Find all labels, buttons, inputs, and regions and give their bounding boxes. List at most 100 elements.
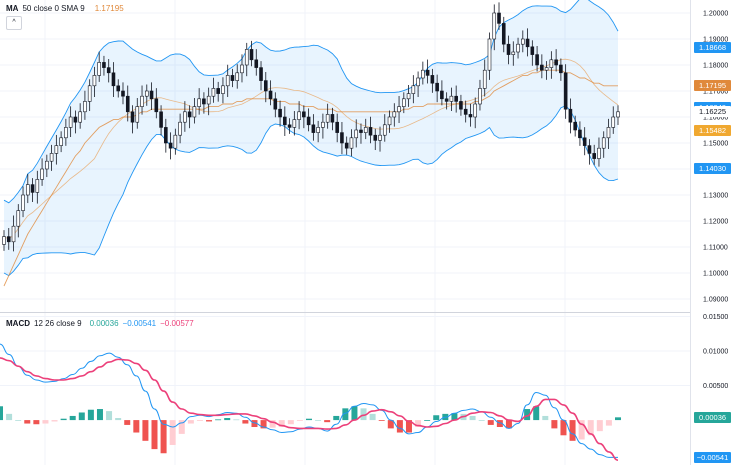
- macd-histogram-bar: [133, 420, 140, 433]
- macd-histogram-bar: [278, 420, 285, 427]
- macd-histogram-bar: [42, 420, 49, 424]
- candle-body: [487, 38, 492, 71]
- macd-histogram-bar: [215, 419, 222, 421]
- candle-body: [216, 88, 220, 94]
- candle-body: [263, 80, 268, 92]
- candle-body: [382, 124, 387, 136]
- macd-histogram-bar: [296, 420, 303, 421]
- macd-histogram-bar: [533, 406, 540, 421]
- candle-body: [268, 90, 273, 100]
- macd-histogram-bar: [24, 420, 31, 424]
- candle-body: [578, 129, 582, 139]
- candle-body: [435, 82, 439, 92]
- macd-axis-tick: 0.00500: [703, 383, 728, 390]
- candle-body: [544, 67, 549, 71]
- candle-body: [78, 111, 82, 123]
- macd-histogram-bar: [178, 420, 185, 434]
- macd-legend-params: 12 26 close 9: [34, 319, 82, 328]
- macd-histogram-bar: [615, 417, 621, 421]
- candle-body: [478, 88, 482, 105]
- price-axis-tick: 1.15000: [703, 141, 728, 148]
- candle-body: [411, 85, 416, 94]
- candle-body: [354, 129, 359, 139]
- candle-body: [211, 88, 216, 97]
- candle-body: [606, 127, 611, 139]
- macd-histogram-bar: [96, 409, 103, 421]
- candle-body: [549, 59, 554, 68]
- price-axis-tick: 1.09000: [703, 297, 728, 304]
- candle-body: [582, 137, 587, 146]
- candle-body: [454, 95, 458, 102]
- macd-histogram-bar: [342, 408, 349, 421]
- ma-legend: MA 50 close 0 SMA 9 1.17195: [6, 4, 124, 13]
- macd-histogram-bar: [369, 413, 376, 421]
- candle-body: [492, 12, 497, 40]
- price-axis-tick: 1.17000: [703, 89, 728, 96]
- candle-body: [183, 111, 187, 123]
- macd-histogram-bar: [15, 420, 22, 421]
- macd-histogram-bar: [578, 420, 585, 440]
- candle-body: [368, 127, 373, 136]
- macd-histogram-bar: [251, 420, 258, 427]
- macd-histogram-bar: [115, 418, 122, 421]
- macd-histogram-bar: [478, 420, 485, 421]
- macd-histogram-bar: [60, 418, 67, 421]
- candle-body: [235, 72, 240, 81]
- candle-body: [601, 137, 606, 149]
- candle-body: [244, 49, 249, 66]
- macd-legend-v1: 0.00036: [89, 319, 119, 328]
- candle-body: [430, 75, 435, 84]
- price-tag: 1.14030: [694, 162, 731, 174]
- macd-histogram-bar: [124, 420, 131, 425]
- candle-body: [45, 160, 49, 170]
- candle-body: [149, 90, 154, 100]
- macd-histogram-bar: [287, 420, 294, 425]
- candle-body: [254, 59, 259, 68]
- candle-body: [387, 116, 392, 126]
- candle-body: [283, 116, 287, 126]
- candle-body: [30, 184, 35, 193]
- price-axis-tick: 1.19000: [703, 37, 728, 44]
- macd-histogram-bar: [333, 415, 340, 421]
- macd-histogram-bar: [596, 420, 603, 432]
- macd-histogram-bar: [242, 420, 249, 424]
- candle-body: [187, 111, 192, 118]
- candle-body: [497, 12, 501, 24]
- macd-histogram-bar: [169, 420, 176, 445]
- price-axis-tick: 1.13000: [703, 193, 728, 200]
- collapse-legend-button[interactable]: ^: [6, 16, 22, 30]
- candle-body: [92, 75, 97, 87]
- candle-body: [2, 236, 6, 245]
- candle-body: [511, 51, 516, 55]
- macd-histogram-bar: [524, 409, 531, 421]
- candle-body: [363, 127, 368, 133]
- candle-body: [397, 106, 401, 113]
- macd-histogram-bar: [224, 418, 231, 421]
- macd-histogram-bar: [587, 420, 594, 436]
- candle-body: [611, 116, 616, 128]
- candle-body: [106, 67, 111, 74]
- macd-histogram-bar: [87, 409, 94, 421]
- candle-body: [597, 147, 601, 159]
- candle-body: [402, 98, 406, 107]
- macd-histogram-bar: [233, 419, 240, 421]
- candle-body: [287, 124, 292, 128]
- chevron-up-icon: ^: [12, 19, 16, 26]
- price-axis-tick: 1.18000: [703, 63, 728, 70]
- macd-histogram-bar: [0, 406, 3, 421]
- ma-line: [3, 69, 618, 287]
- bollinger-band-fill: [4, 0, 618, 276]
- candle-body: [164, 127, 168, 144]
- macd-histogram-bar: [378, 420, 385, 421]
- macd-line: [0, 343, 618, 458]
- candle-body: [173, 134, 178, 149]
- price-axis-tick: 1.10000: [703, 271, 728, 278]
- macd-histogram-bar: [387, 420, 394, 429]
- candle-body: [111, 72, 116, 87]
- price-tag: 1.17195: [694, 80, 731, 92]
- candle-body: [116, 85, 121, 92]
- candle-body: [482, 69, 487, 89]
- macd-histogram-bar: [160, 420, 167, 454]
- bollinger-basis-line: [3, 58, 619, 240]
